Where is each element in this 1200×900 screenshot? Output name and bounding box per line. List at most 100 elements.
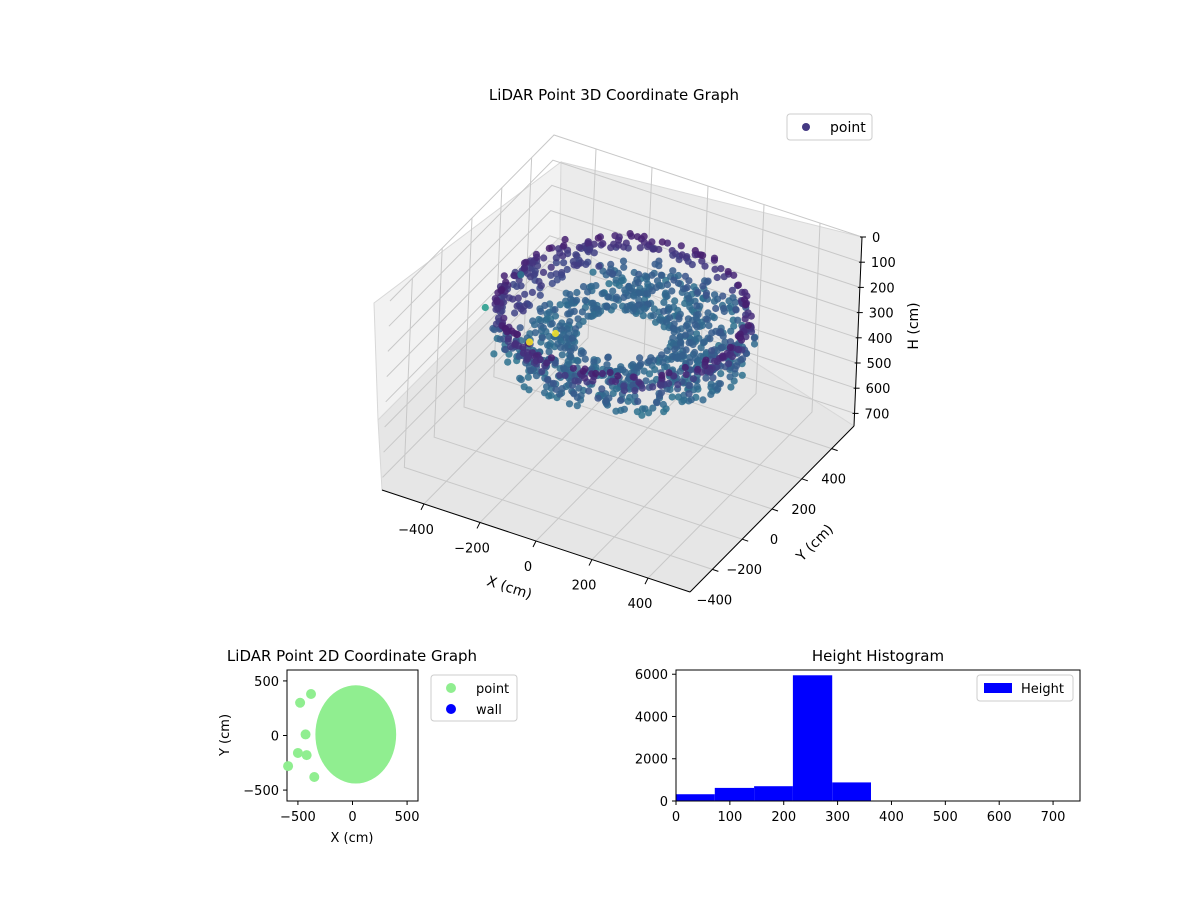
point-2d bbox=[283, 761, 294, 772]
point-3d bbox=[640, 367, 648, 375]
point-3d bbox=[620, 386, 629, 395]
point-3d bbox=[663, 318, 671, 326]
point-3d bbox=[677, 242, 685, 250]
point-3d bbox=[717, 370, 725, 378]
point-2d bbox=[292, 747, 303, 758]
point-3d bbox=[624, 397, 632, 405]
point-3d bbox=[573, 296, 581, 304]
histogram-bar bbox=[754, 786, 793, 801]
point-3d bbox=[548, 279, 556, 288]
histogram-axes bbox=[675, 669, 1081, 802]
point-3d bbox=[605, 293, 613, 301]
outlier-point-3d bbox=[517, 271, 525, 279]
ticks-3d: −400 −200 0 200 400 −400 −200 0 200 400 0 100 200 300… bbox=[398, 231, 896, 612]
point-3d bbox=[738, 371, 746, 379]
histogram-bar bbox=[714, 787, 755, 801]
point-3d bbox=[561, 344, 569, 352]
legend-3d-box bbox=[786, 113, 873, 141]
z-tick-label-3d: 200 bbox=[870, 281, 895, 296]
point-3d bbox=[595, 262, 603, 270]
point-3d bbox=[614, 269, 622, 277]
point-3d bbox=[645, 409, 653, 417]
point-3d bbox=[524, 354, 532, 362]
point-2d bbox=[309, 771, 320, 782]
point-3d bbox=[592, 369, 600, 378]
point-3d bbox=[494, 305, 502, 313]
point-3d bbox=[614, 372, 622, 380]
legend-3d: point bbox=[786, 113, 873, 141]
point-3d bbox=[719, 292, 727, 300]
point-3d bbox=[698, 321, 707, 329]
point-3d bbox=[620, 405, 629, 413]
point-3d bbox=[645, 357, 653, 365]
point-3d bbox=[540, 254, 548, 262]
point-3d bbox=[579, 283, 588, 291]
point-3d bbox=[533, 253, 541, 261]
point-3d bbox=[682, 346, 690, 354]
x-tick-3d bbox=[588, 559, 593, 566]
point-3d bbox=[663, 281, 672, 289]
point-3d bbox=[747, 312, 755, 320]
point-3d bbox=[551, 306, 559, 314]
point-3d bbox=[674, 381, 682, 389]
point-3d bbox=[717, 265, 725, 273]
point-3d bbox=[511, 272, 519, 280]
point-3d bbox=[694, 288, 702, 296]
grid-line-x bbox=[591, 204, 765, 560]
point-3d bbox=[639, 312, 647, 320]
point-3d bbox=[584, 288, 592, 296]
point-3d bbox=[585, 387, 593, 395]
point-3d bbox=[728, 353, 737, 361]
points-3d bbox=[481, 230, 759, 419]
point-3d bbox=[657, 271, 665, 279]
grid-line-z bbox=[385, 235, 858, 403]
x-tick-3d bbox=[532, 540, 537, 548]
x-tick-label-hist: 300 bbox=[825, 810, 850, 825]
point-3d bbox=[604, 354, 612, 362]
y-tick-label-3d: 400 bbox=[821, 473, 846, 488]
point-3d bbox=[565, 400, 574, 408]
point-3d bbox=[615, 281, 623, 290]
point-3d bbox=[663, 363, 671, 371]
point-3d bbox=[575, 384, 583, 392]
chart-2d: LiDAR Point 2D Coordinate Graph −500−500… bbox=[218, 647, 518, 846]
point-3d bbox=[725, 360, 733, 368]
point-3d bbox=[603, 303, 611, 311]
histogram-bar bbox=[832, 782, 871, 801]
point-3d bbox=[538, 334, 547, 342]
point-3d bbox=[719, 353, 727, 361]
point-3d bbox=[516, 324, 524, 332]
x-tick-label-hist: 500 bbox=[933, 810, 958, 825]
z-tick-label-3d: 600 bbox=[866, 382, 891, 397]
point-3d bbox=[612, 276, 620, 284]
point-3d bbox=[595, 309, 603, 317]
point-3d bbox=[658, 351, 666, 359]
y-tick-label-2d: 0 bbox=[271, 730, 279, 745]
point-3d bbox=[575, 243, 584, 252]
point-3d bbox=[649, 404, 657, 412]
x-tick-label-hist: 0 bbox=[672, 810, 680, 825]
point-3d bbox=[635, 301, 643, 309]
point-3d bbox=[663, 347, 671, 355]
y-tick-label-3d: 200 bbox=[791, 503, 816, 518]
grid-line-z bbox=[383, 285, 856, 453]
point-3d bbox=[532, 372, 541, 380]
x-tick-3d bbox=[644, 577, 649, 585]
chart-3d: LiDAR Point 3D Coordinate Graph −400 −200… bbox=[373, 86, 922, 612]
point-3d bbox=[514, 294, 522, 302]
point-3d bbox=[648, 238, 656, 246]
outlier-point-3d bbox=[551, 329, 560, 338]
points-2d bbox=[283, 685, 397, 784]
point-3d bbox=[581, 374, 589, 382]
point-3d bbox=[741, 315, 749, 323]
point-3d bbox=[685, 381, 693, 389]
point-3d bbox=[678, 398, 686, 406]
outlier-point-3d bbox=[481, 303, 489, 312]
grid-line-y bbox=[463, 217, 773, 510]
point-3d bbox=[563, 265, 571, 274]
point-3d bbox=[699, 282, 707, 290]
point-3d bbox=[721, 338, 729, 346]
histogram-ticks: 0 100 200 300 400 500 600 700 0 2000 4000 6000 bbox=[635, 668, 1066, 825]
point-3d bbox=[726, 338, 735, 346]
point-3d bbox=[701, 262, 709, 270]
